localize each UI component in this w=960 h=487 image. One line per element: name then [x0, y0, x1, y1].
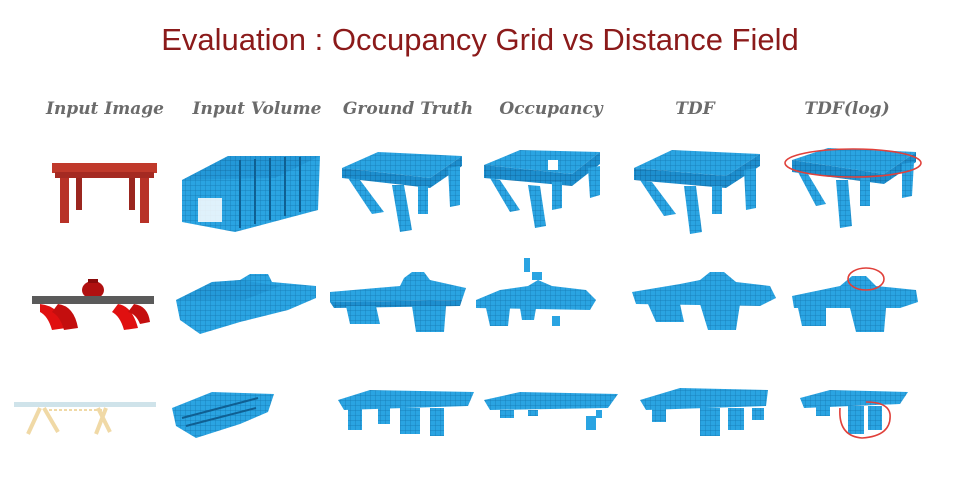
row-3-tdf: [640, 388, 768, 436]
row-1-input-image: [52, 163, 157, 223]
row-3-occupancy: [484, 392, 618, 430]
row-2-input-volume: [176, 274, 316, 334]
row-2-tdf-log: [792, 267, 918, 332]
column-header-ground-truth: Ground Truth: [342, 99, 474, 119]
row-2-ground-truth: [330, 272, 466, 332]
row-1-occupancy: [484, 150, 600, 228]
slide-title: Evaluation : Occupancy Grid vs Distance …: [161, 22, 799, 57]
row-3-input-image: [14, 402, 156, 435]
row-1-tdf: [634, 150, 760, 234]
row-3-ground-truth: [338, 390, 474, 436]
row-3-input-volume: [172, 392, 274, 438]
legs-circle: [839, 401, 891, 439]
column-header-tdf-log: TDF(log): [804, 99, 890, 119]
column-header-input-volume: Input Volume: [192, 99, 322, 119]
column-header-input-image: Input Image: [46, 99, 164, 119]
row-1-input-volume: [182, 156, 320, 232]
row-2-input-image: [32, 279, 154, 330]
row-3-tdf-log: [800, 390, 908, 439]
row-2-occupancy: [476, 258, 596, 326]
column-header-occupancy: Occupancy: [499, 99, 603, 119]
vase-circle: [847, 267, 885, 291]
tabletop-circle: [784, 148, 922, 178]
row-1-tdf-log: [784, 148, 922, 228]
row-1-ground-truth: [342, 152, 462, 232]
row-2-tdf: [632, 272, 776, 330]
column-header-tdf: TDF: [675, 99, 715, 119]
